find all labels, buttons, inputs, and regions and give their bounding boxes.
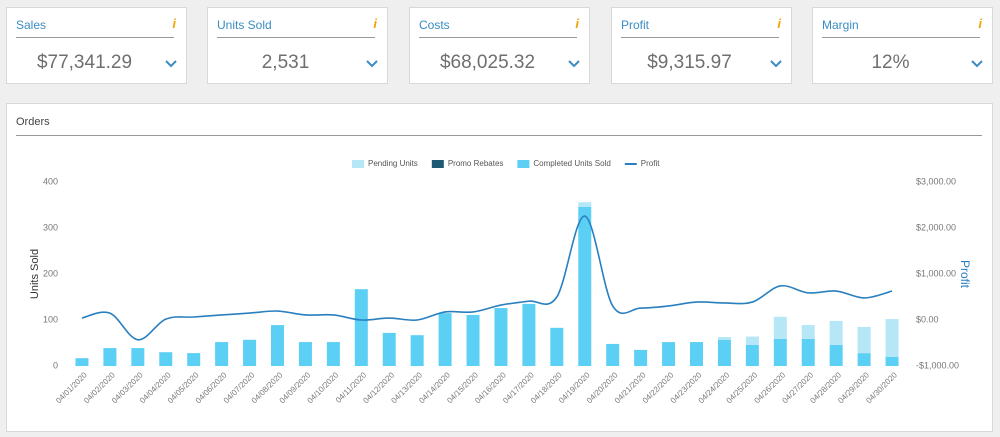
legend-label: Promo Rebates [448, 159, 504, 168]
kpi-title: Margin [822, 18, 859, 32]
bar [745, 336, 759, 345]
legend-swatch [431, 160, 444, 168]
orders-panel: Orders [6, 103, 993, 432]
legend-label: Profit [641, 159, 660, 168]
bar [801, 325, 815, 339]
kpi-title: Units Sold [217, 18, 272, 32]
kpi-rule [16, 37, 174, 38]
kpi-title: Costs [419, 18, 450, 32]
bar [298, 342, 312, 366]
bar [438, 313, 452, 366]
bar [522, 303, 536, 366]
legend-swatch [517, 160, 530, 168]
bar [773, 338, 787, 366]
bar [829, 320, 843, 345]
bar [550, 327, 564, 366]
bar [885, 319, 899, 357]
kpi-rule [217, 37, 375, 38]
chevron[interactable] [366, 60, 378, 68]
bar [382, 332, 396, 366]
chevron[interactable] [971, 60, 983, 68]
y2-axis-title: Profit [958, 260, 972, 289]
y2-tick-label: $0.00 [916, 314, 939, 324]
bar [690, 342, 703, 366]
bar [466, 314, 480, 366]
kpi-card[interactable]: Profit i $9,315.97 [611, 7, 792, 84]
y-tick-label: 400 [43, 176, 58, 186]
info-icon[interactable]: i [373, 16, 377, 31]
bar [326, 342, 340, 366]
y-tick-label: 200 [43, 268, 58, 278]
bar [801, 338, 815, 366]
info-icon[interactable]: i [172, 16, 176, 31]
kpi-card[interactable]: Margin i 12% [812, 7, 993, 84]
legend-swatch [352, 160, 364, 168]
y2-tick-label: $2,000.00 [916, 222, 956, 232]
bar [103, 348, 117, 366]
bar [354, 289, 368, 366]
y2-tick-label: $1,000.00 [916, 268, 956, 278]
panel-title: Orders [16, 116, 50, 128]
kpi-card[interactable]: Costs i $68,025.32 [409, 7, 590, 84]
kpi-value: 2,531 [261, 52, 310, 73]
bar [410, 335, 424, 366]
bar [578, 202, 592, 207]
bar [494, 308, 508, 366]
bar [187, 353, 201, 366]
bar [662, 342, 676, 366]
bar [717, 339, 731, 366]
bar [578, 206, 592, 366]
info-icon[interactable]: i [978, 16, 982, 31]
bar [829, 344, 843, 366]
kpi-rule [822, 37, 980, 38]
bar [885, 356, 899, 366]
chevron[interactable] [165, 60, 177, 68]
kpi-value: 12% [871, 52, 910, 73]
bar [271, 325, 284, 366]
kpi-title: Sales [16, 18, 47, 32]
bar [857, 353, 871, 366]
kpi-value: $77,341.29 [36, 52, 133, 73]
y-tick-label: 300 [43, 222, 58, 232]
profit-line [81, 215, 893, 341]
kpi-rule [419, 37, 577, 38]
kpi-value: $68,025.32 [439, 52, 536, 73]
bar [773, 316, 787, 339]
y2-tick-label: -$1,000.00 [916, 360, 959, 370]
kpi-value: $9,315.97 [647, 52, 732, 73]
kpi-rule [621, 37, 779, 38]
info-icon[interactable]: i [575, 16, 579, 31]
bar [717, 337, 731, 340]
bar [606, 343, 620, 366]
y-tick-label: 100 [43, 314, 58, 324]
y2-tick-label: $3,000.00 [916, 176, 956, 186]
bar [243, 339, 257, 366]
bar [634, 349, 648, 366]
bar [131, 348, 145, 366]
legend-label: Completed Units Sold [533, 159, 610, 168]
kpi-card[interactable]: Units Sold i 2,531 [207, 7, 388, 84]
bar [75, 358, 89, 366]
bar [159, 352, 173, 366]
bar [745, 344, 759, 366]
y-axis-title: Units Sold [29, 249, 41, 299]
y-tick-label: 0 [53, 360, 58, 370]
kpi-title: Profit [621, 18, 650, 32]
bar [857, 326, 871, 354]
chevron[interactable] [568, 60, 580, 68]
info-icon[interactable]: i [777, 16, 781, 31]
panel-rule [16, 135, 982, 136]
bar [215, 342, 229, 366]
kpi-card[interactable]: Sales i $77,341.29 [6, 7, 187, 84]
legend-label: Pending Units [368, 159, 418, 168]
chevron[interactable] [770, 60, 782, 68]
